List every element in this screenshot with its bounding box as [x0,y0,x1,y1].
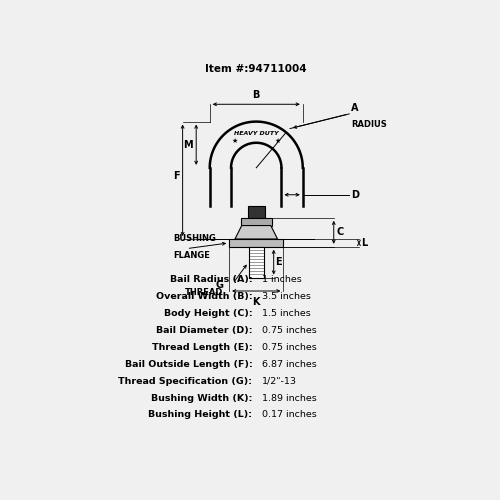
Text: Bail Outside Length (F):: Bail Outside Length (F): [124,360,252,368]
Text: Bail Radius (A):: Bail Radius (A): [170,275,252,284]
Text: 1.5 inches: 1.5 inches [262,309,311,318]
Text: 6.87 inches: 6.87 inches [262,360,317,368]
Text: Body Height (C):: Body Height (C): [164,309,252,318]
Text: ★: ★ [274,138,280,144]
Text: E: E [276,257,282,267]
Text: L: L [361,238,367,248]
Text: 1/2"-13: 1/2"-13 [262,376,297,386]
Polygon shape [235,226,278,239]
Text: 1.89 inches: 1.89 inches [262,394,317,402]
Text: F: F [173,172,180,181]
Text: D: D [351,190,359,200]
Text: RADIUS: RADIUS [351,120,387,128]
Text: Bushing Height (L):: Bushing Height (L): [148,410,252,420]
Text: Item #:94711004: Item #:94711004 [206,64,307,74]
Text: 0.75 inches: 0.75 inches [262,342,317,351]
Text: ★: ★ [232,138,238,144]
Text: HEAVY DUTY: HEAVY DUTY [234,130,278,136]
Text: Thread Specification (G):: Thread Specification (G): [118,376,252,386]
Text: 3.5 inches: 3.5 inches [262,292,311,301]
Text: A: A [351,102,358,113]
Text: Bushing Width (K):: Bushing Width (K): [151,394,252,402]
Text: Thread Length (E):: Thread Length (E): [152,342,252,351]
Text: M: M [184,140,193,149]
Text: Overall Width (B):: Overall Width (B): [156,292,252,301]
Bar [248,246,264,278]
Text: Bail Diameter (D):: Bail Diameter (D): [156,326,252,335]
Bar [229,239,283,246]
Text: B: B [252,90,260,100]
Text: THREAD: THREAD [185,288,224,298]
Text: FLANGE: FLANGE [173,250,210,260]
Bar [241,218,272,226]
Text: 0.75 inches: 0.75 inches [262,326,317,335]
Text: G: G [216,280,224,290]
Text: 1 inches: 1 inches [262,275,302,284]
Text: C: C [337,228,344,237]
Text: 0.17 inches: 0.17 inches [262,410,317,420]
Bar [248,206,265,218]
Text: BUSHING: BUSHING [173,234,216,243]
Text: K: K [252,297,260,307]
